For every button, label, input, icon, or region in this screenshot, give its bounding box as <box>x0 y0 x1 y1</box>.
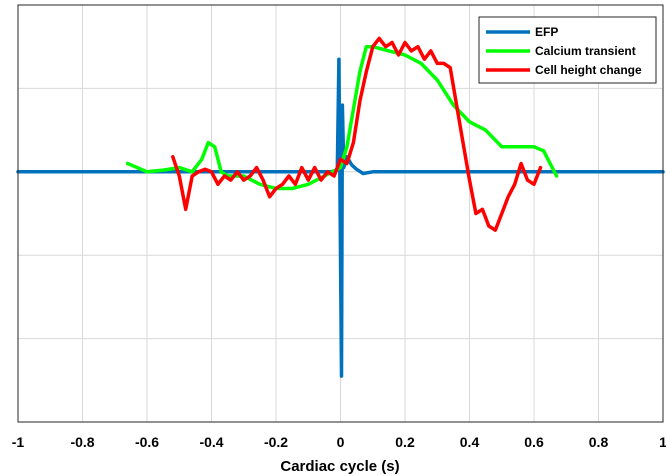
legend-label: Cell height change <box>535 63 642 77</box>
series-layer <box>16 36 665 378</box>
x-tick-label: -0.6 <box>135 434 159 450</box>
legend: EFP Calcium transient Cell height change <box>478 16 657 84</box>
x-tick-label: -0.2 <box>264 434 288 450</box>
x-tick-label: -1 <box>12 434 25 450</box>
x-tick-label: -0.8 <box>70 434 94 450</box>
series-line-2 <box>125 44 559 191</box>
x-tick-labels: -1 -0.8 -0.6 -0.4 -0.2 0 0.2 0.4 0.6 0.8 1 <box>12 434 666 450</box>
x-tick-label: 0.4 <box>460 434 480 450</box>
x-tick-label: 0.8 <box>589 434 609 450</box>
plot-frame <box>17 4 664 423</box>
x-axis-title: Cardiac cycle (s) <box>280 458 399 475</box>
x-tick-label: 0.6 <box>524 434 544 450</box>
series-line-1 <box>16 57 665 378</box>
x-tick-label: 1 <box>659 434 666 450</box>
series-line-3 <box>171 36 543 232</box>
x-tick-label: 0 <box>337 434 345 450</box>
legend-label: Calcium transient <box>535 44 636 58</box>
x-tick-label: 0.2 <box>395 434 415 450</box>
legend-label: EFP <box>535 25 558 39</box>
x-tick-label: -0.4 <box>199 434 223 450</box>
